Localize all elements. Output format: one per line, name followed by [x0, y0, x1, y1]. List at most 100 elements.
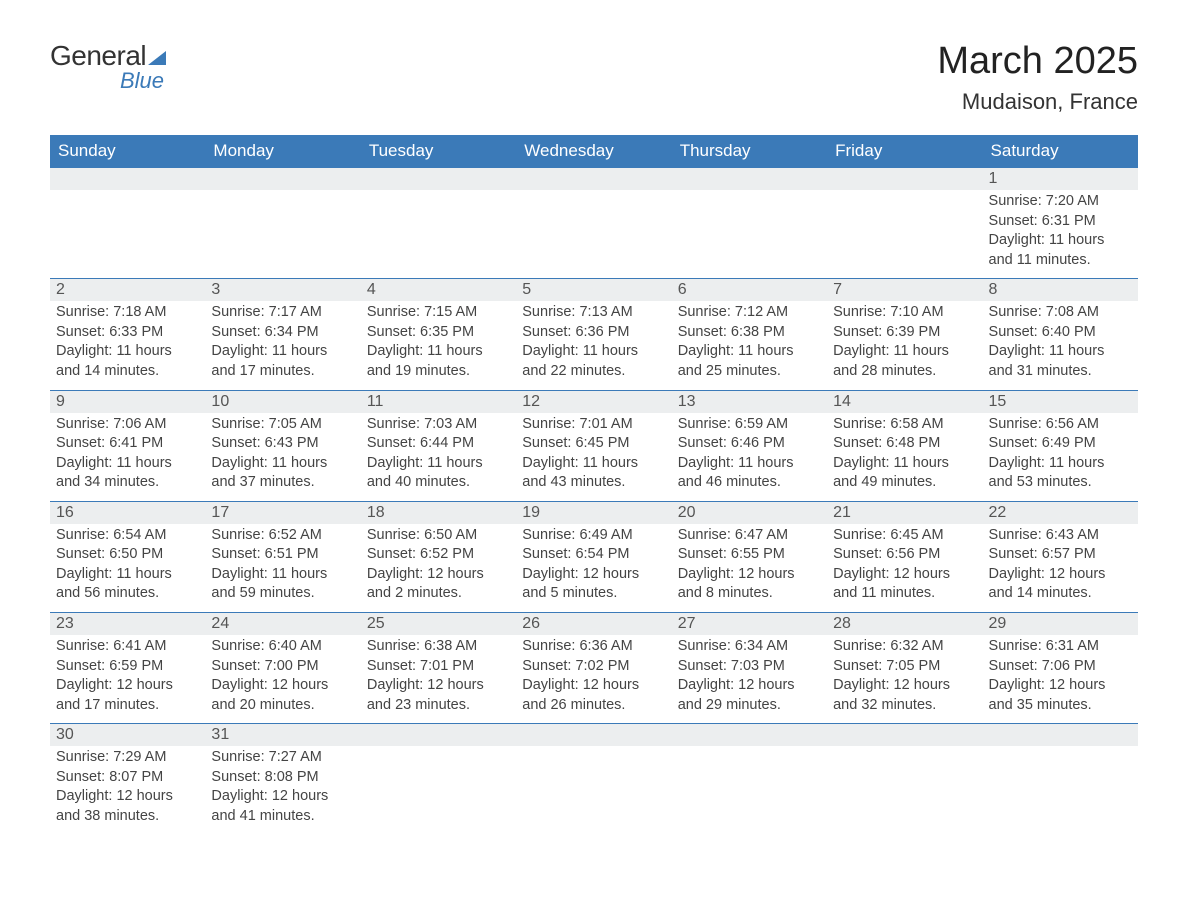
sunrise-text: Sunrise: 7:27 AM [211, 748, 354, 768]
day-info-cell: Sunrise: 6:49 AMSunset: 6:54 PMDaylight:… [516, 524, 671, 613]
day-info-cell [827, 746, 982, 834]
sunset-text: Sunset: 7:06 PM [989, 657, 1132, 677]
sunset-text: Sunset: 7:05 PM [833, 657, 976, 677]
daylight-text-2: and 2 minutes. [367, 584, 510, 604]
day-number-cell: 26 [516, 613, 671, 636]
sunrise-text: Sunrise: 6:58 AM [833, 415, 976, 435]
daylight-text-1: Daylight: 11 hours [367, 454, 510, 474]
sunset-text: Sunset: 8:07 PM [56, 768, 199, 788]
sunrise-text: Sunrise: 7:15 AM [367, 303, 510, 323]
day-number-cell [50, 168, 205, 191]
day-number-cell: 16 [50, 501, 205, 524]
sunrise-text: Sunrise: 6:41 AM [56, 637, 199, 657]
day-header-sunday: Sunday [50, 135, 205, 168]
sunrise-text: Sunrise: 7:17 AM [211, 303, 354, 323]
day-number-cell: 4 [361, 279, 516, 302]
sunset-text: Sunset: 6:50 PM [56, 545, 199, 565]
sunset-text: Sunset: 6:57 PM [989, 545, 1132, 565]
day-info-cell: Sunrise: 7:20 AMSunset: 6:31 PMDaylight:… [983, 190, 1138, 279]
week-number-row: 3031 [50, 724, 1138, 747]
calendar-body: 1 Sunrise: 7:20 AMSunset: 6:31 PMDayligh… [50, 168, 1138, 835]
day-info-cell: Sunrise: 7:12 AMSunset: 6:38 PMDaylight:… [672, 301, 827, 390]
sunrise-text: Sunrise: 7:03 AM [367, 415, 510, 435]
day-info-cell: Sunrise: 7:05 AMSunset: 6:43 PMDaylight:… [205, 413, 360, 502]
daylight-text-1: Daylight: 11 hours [989, 342, 1132, 362]
sunset-text: Sunset: 6:36 PM [522, 323, 665, 343]
daylight-text-2: and 11 minutes. [989, 251, 1132, 271]
sunset-text: Sunset: 8:08 PM [211, 768, 354, 788]
sunset-text: Sunset: 6:54 PM [522, 545, 665, 565]
day-info-cell: Sunrise: 7:08 AMSunset: 6:40 PMDaylight:… [983, 301, 1138, 390]
day-number-cell: 10 [205, 390, 360, 413]
sunrise-text: Sunrise: 7:06 AM [56, 415, 199, 435]
day-number-cell [516, 724, 671, 747]
day-info-cell: Sunrise: 6:31 AMSunset: 7:06 PMDaylight:… [983, 635, 1138, 724]
daylight-text-2: and 23 minutes. [367, 696, 510, 716]
day-info-cell: Sunrise: 7:29 AMSunset: 8:07 PMDaylight:… [50, 746, 205, 834]
day-header-saturday: Saturday [983, 135, 1138, 168]
sunset-text: Sunset: 6:43 PM [211, 434, 354, 454]
daylight-text-2: and 41 minutes. [211, 807, 354, 827]
day-number-cell [672, 168, 827, 191]
daylight-text-1: Daylight: 11 hours [56, 565, 199, 585]
day-info-cell [205, 190, 360, 279]
sunrise-text: Sunrise: 7:13 AM [522, 303, 665, 323]
sunset-text: Sunset: 6:55 PM [678, 545, 821, 565]
day-number-cell: 21 [827, 501, 982, 524]
sunrise-text: Sunrise: 6:50 AM [367, 526, 510, 546]
daylight-text-2: and 31 minutes. [989, 362, 1132, 382]
daylight-text-2: and 53 minutes. [989, 473, 1132, 493]
daylight-text-1: Daylight: 11 hours [211, 454, 354, 474]
day-info-cell: Sunrise: 6:40 AMSunset: 7:00 PMDaylight:… [205, 635, 360, 724]
daylight-text-2: and 35 minutes. [989, 696, 1132, 716]
day-number-cell: 13 [672, 390, 827, 413]
daylight-text-1: Daylight: 11 hours [522, 454, 665, 474]
sunrise-text: Sunrise: 6:49 AM [522, 526, 665, 546]
day-info-cell: Sunrise: 7:13 AMSunset: 6:36 PMDaylight:… [516, 301, 671, 390]
daylight-text-1: Daylight: 12 hours [367, 565, 510, 585]
daylight-text-1: Daylight: 12 hours [989, 565, 1132, 585]
day-number-cell [361, 168, 516, 191]
sunset-text: Sunset: 6:59 PM [56, 657, 199, 677]
sunrise-text: Sunrise: 7:18 AM [56, 303, 199, 323]
day-info-cell [672, 190, 827, 279]
daylight-text-2: and 49 minutes. [833, 473, 976, 493]
daylight-text-2: and 20 minutes. [211, 696, 354, 716]
week-info-row: Sunrise: 7:06 AMSunset: 6:41 PMDaylight:… [50, 413, 1138, 502]
day-header-thursday: Thursday [672, 135, 827, 168]
day-info-cell: Sunrise: 6:52 AMSunset: 6:51 PMDaylight:… [205, 524, 360, 613]
sunset-text: Sunset: 6:51 PM [211, 545, 354, 565]
daylight-text-1: Daylight: 12 hours [522, 565, 665, 585]
day-info-cell: Sunrise: 6:43 AMSunset: 6:57 PMDaylight:… [983, 524, 1138, 613]
sunrise-text: Sunrise: 6:52 AM [211, 526, 354, 546]
day-number-cell [361, 724, 516, 747]
sunrise-text: Sunrise: 6:54 AM [56, 526, 199, 546]
day-info-cell [672, 746, 827, 834]
day-info-cell: Sunrise: 6:50 AMSunset: 6:52 PMDaylight:… [361, 524, 516, 613]
daylight-text-2: and 32 minutes. [833, 696, 976, 716]
day-number-cell [516, 168, 671, 191]
day-info-cell [516, 746, 671, 834]
day-info-cell [827, 190, 982, 279]
day-number-cell: 23 [50, 613, 205, 636]
daylight-text-1: Daylight: 11 hours [211, 342, 354, 362]
daylight-text-2: and 19 minutes. [367, 362, 510, 382]
day-number-cell: 29 [983, 613, 1138, 636]
daylight-text-2: and 22 minutes. [522, 362, 665, 382]
daylight-text-1: Daylight: 12 hours [211, 787, 354, 807]
day-header-wednesday: Wednesday [516, 135, 671, 168]
day-info-cell [983, 746, 1138, 834]
sunrise-text: Sunrise: 6:59 AM [678, 415, 821, 435]
day-number-cell: 31 [205, 724, 360, 747]
daylight-text-1: Daylight: 11 hours [989, 454, 1132, 474]
day-number-cell: 19 [516, 501, 671, 524]
day-info-cell [361, 746, 516, 834]
day-number-cell [827, 168, 982, 191]
day-header-row: Sunday Monday Tuesday Wednesday Thursday… [50, 135, 1138, 168]
daylight-text-1: Daylight: 12 hours [833, 565, 976, 585]
sunset-text: Sunset: 6:39 PM [833, 323, 976, 343]
day-info-cell: Sunrise: 7:01 AMSunset: 6:45 PMDaylight:… [516, 413, 671, 502]
day-number-cell: 15 [983, 390, 1138, 413]
daylight-text-2: and 59 minutes. [211, 584, 354, 604]
week-number-row: 1 [50, 168, 1138, 191]
